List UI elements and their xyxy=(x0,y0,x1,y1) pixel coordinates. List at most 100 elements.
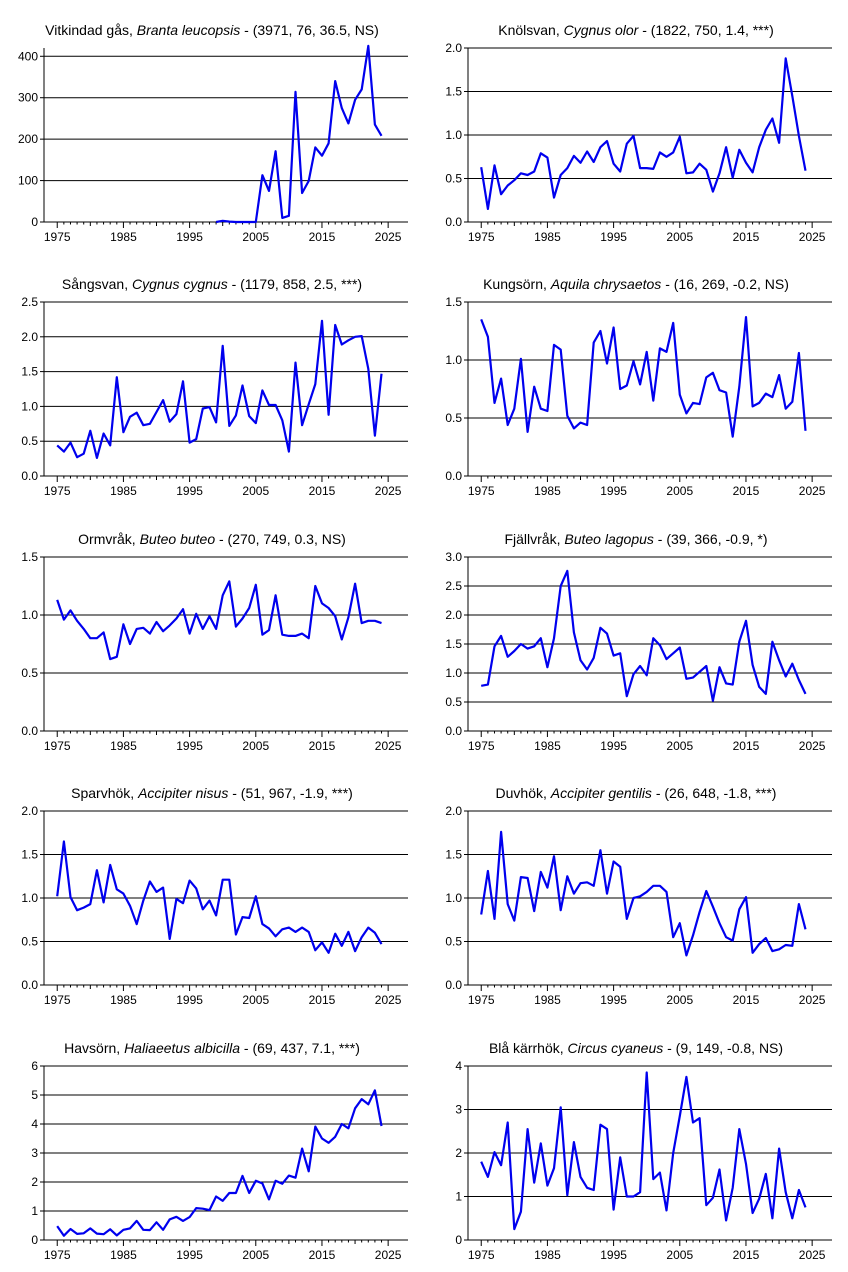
y-tick-label: 6 xyxy=(31,1059,38,1073)
x-tick-label: 2005 xyxy=(666,230,693,244)
y-tick-label: 1 xyxy=(455,1190,462,1204)
y-tick-label: 100 xyxy=(18,174,38,188)
x-tick-label: 2005 xyxy=(242,739,269,753)
x-tick-label: 1975 xyxy=(44,484,71,498)
y-tick-label: 0.0 xyxy=(21,724,38,738)
y-tick-label: 0.5 xyxy=(445,935,462,949)
y-tick-label: 2 xyxy=(455,1146,462,1160)
x-tick-label: 1975 xyxy=(468,993,495,1007)
x-tick-label: 1995 xyxy=(176,230,203,244)
series-line xyxy=(480,1071,807,1231)
y-tick-label: 1.0 xyxy=(21,891,38,905)
title-common-name: Duvhök, xyxy=(495,785,551,801)
line-chart: 0.0 0.5 1.0 1.5 2.0 1975 1985 1995 2005 2015 2025 xyxy=(21,804,408,1007)
y-tick-label: 1.5 xyxy=(21,550,38,564)
title-common-name: Havsörn, xyxy=(64,1040,125,1056)
title-stats: - (3971, 76, 36.5, NS) xyxy=(240,22,379,38)
line-chart: 0.0 0.5 1.0 1.5 1975 1985 1995 2005 2015 2025 xyxy=(445,295,832,498)
line-chart: 0.0 0.5 1.0 1.5 2.0 1975 1985 1995 2005 2015 2025 xyxy=(445,41,832,244)
panel-title: Knölsvan, Cygnus olor - (1822, 750, 1.4,… xyxy=(424,22,848,38)
x-tick-label: 1995 xyxy=(600,993,627,1007)
y-tick-label: 0 xyxy=(31,1233,38,1247)
y-tick-label: 0.5 xyxy=(21,434,38,448)
y-tick-label: 0.0 xyxy=(21,978,38,992)
x-tick-label: 2015 xyxy=(733,230,760,244)
x-tick-label: 1985 xyxy=(110,230,137,244)
line-chart: 0 1 2 3 4 1975 1985 1995 2005 2015 2025 xyxy=(455,1059,832,1262)
y-tick-label: 2.0 xyxy=(445,804,462,818)
y-tick-label: 400 xyxy=(18,49,38,63)
x-tick-label: 1975 xyxy=(44,1248,71,1262)
y-tick-label: 1.0 xyxy=(21,399,38,413)
y-tick-label: 0.5 xyxy=(21,666,38,680)
y-tick-label: 0 xyxy=(31,215,38,229)
title-species-name: Accipiter nisus xyxy=(138,785,229,801)
x-tick-label: 2005 xyxy=(242,484,269,498)
title-species-name: Buteo lagopus xyxy=(564,531,654,547)
y-tick-label: 0.0 xyxy=(445,215,462,229)
title-species-name: Accipiter gentilis xyxy=(550,785,652,801)
title-common-name: Knölsvan, xyxy=(498,22,564,38)
y-tick-label: 0.5 xyxy=(445,172,462,186)
y-tick-label: 2.0 xyxy=(21,804,38,818)
title-common-name: Vitkindad gås, xyxy=(45,22,137,38)
x-tick-label: 1975 xyxy=(44,993,71,1007)
y-tick-label: 1.5 xyxy=(21,848,38,862)
title-common-name: Fjällvråk, xyxy=(504,531,565,547)
y-tick-label: 0.5 xyxy=(21,935,38,949)
series-line xyxy=(480,315,807,438)
x-tick-label: 2025 xyxy=(375,484,402,498)
y-tick-label: 4 xyxy=(31,1117,38,1131)
y-tick-label: 1.0 xyxy=(445,128,462,142)
title-stats: - (1822, 750, 1.4, ***) xyxy=(638,22,774,38)
x-tick-label: 2015 xyxy=(733,993,760,1007)
x-tick-label: 1995 xyxy=(176,739,203,753)
x-tick-label: 2025 xyxy=(799,230,826,244)
y-tick-label: 3.0 xyxy=(445,550,462,564)
y-tick-label: 0 xyxy=(455,1233,462,1247)
title-stats: - (1179, 858, 2.5, ***) xyxy=(227,276,363,292)
x-tick-label: 1985 xyxy=(110,993,137,1007)
x-tick-label: 2015 xyxy=(309,230,336,244)
series-line xyxy=(56,840,383,954)
line-chart: 0.0 0.5 1.0 1.5 2.0 2.5 3.0 1975 1985 1995 2005 201… xyxy=(445,550,832,753)
x-tick-label: 2025 xyxy=(375,993,402,1007)
y-tick-label: 2.0 xyxy=(445,608,462,622)
series-line xyxy=(56,580,382,661)
x-tick-label: 2015 xyxy=(733,484,760,498)
x-tick-label: 1985 xyxy=(110,484,137,498)
y-tick-label: 0.5 xyxy=(445,695,462,709)
x-tick-label: 2015 xyxy=(309,739,336,753)
y-tick-label: 0.0 xyxy=(21,469,38,483)
y-tick-label: 2.0 xyxy=(21,330,38,344)
x-tick-label: 1995 xyxy=(176,993,203,1007)
y-tick-label: 0.5 xyxy=(445,411,462,425)
title-species-name: Branta leucopsis xyxy=(136,22,241,38)
x-tick-label: 2005 xyxy=(666,739,693,753)
x-tick-label: 2025 xyxy=(799,739,826,753)
panel-title: Sångsvan, Cygnus cygnus - (1179, 858, 2.… xyxy=(0,276,424,292)
x-tick-label: 1985 xyxy=(534,230,561,244)
panel-knolsvan: Knölsvan, Cygnus olor - (1822, 750, 1.4,… xyxy=(424,0,848,254)
x-tick-label: 1995 xyxy=(600,230,627,244)
y-tick-label: 3 xyxy=(31,1146,38,1160)
x-tick-label: 1985 xyxy=(110,1248,137,1262)
y-tick-label: 300 xyxy=(18,91,38,105)
x-tick-label: 1985 xyxy=(534,993,561,1007)
x-tick-label: 2005 xyxy=(242,230,269,244)
x-tick-label: 1975 xyxy=(468,739,495,753)
y-tick-label: 1 xyxy=(31,1204,38,1218)
panel-title: Havsörn, Haliaeetus albicilla - (69, 437… xyxy=(0,1040,424,1056)
x-tick-label: 2005 xyxy=(666,993,693,1007)
x-tick-label: 1985 xyxy=(534,739,561,753)
title-stats: - (270, 749, 0.3, NS) xyxy=(215,531,346,547)
y-tick-label: 2.0 xyxy=(445,41,462,55)
x-tick-label: 1995 xyxy=(600,484,627,498)
y-tick-label: 1.0 xyxy=(445,353,462,367)
y-tick-label: 0.0 xyxy=(445,724,462,738)
x-tick-label: 1975 xyxy=(468,1248,495,1262)
panel-title: Ormvråk, Buteo buteo - (270, 749, 0.3, N… xyxy=(0,531,424,547)
y-tick-label: 1.0 xyxy=(21,608,38,622)
y-tick-label: 200 xyxy=(18,132,38,146)
